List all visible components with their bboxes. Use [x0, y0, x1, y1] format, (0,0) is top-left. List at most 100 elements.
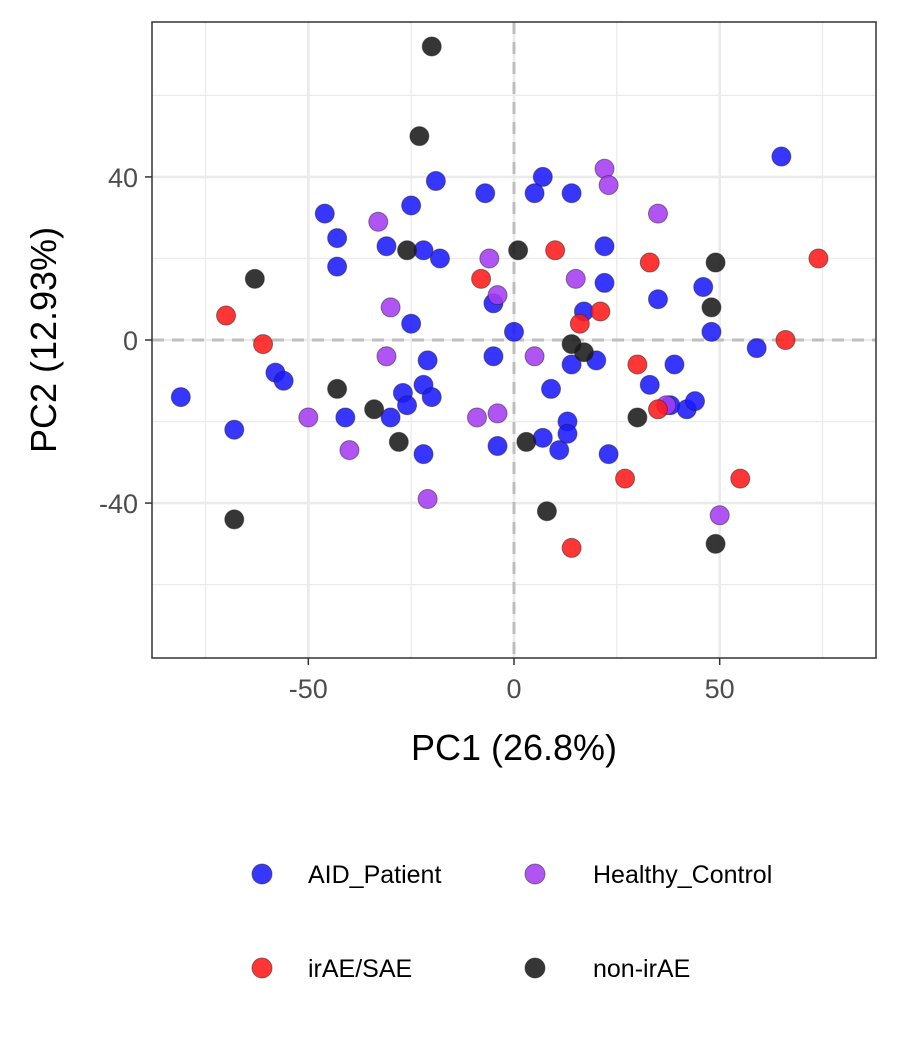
point-aid-patient	[401, 313, 422, 334]
point-non-irae	[421, 36, 442, 57]
point-healthy-control	[466, 407, 487, 428]
x-tick-label: -50	[289, 674, 328, 704]
point-healthy-control	[487, 403, 508, 424]
point-irae-sae	[775, 330, 796, 350]
y-tick-label: -40	[99, 489, 138, 519]
point-aid-patient	[598, 444, 619, 465]
point-healthy-control	[647, 203, 668, 224]
point-aid-patient	[273, 370, 294, 391]
point-aid-patient	[693, 277, 714, 297]
point-irae-sae	[545, 240, 566, 261]
point-non-irae	[705, 252, 726, 273]
point-non-irae	[508, 240, 529, 261]
axes: -50 0 50 -40 0 40	[99, 163, 735, 704]
point-aid-patient	[549, 440, 570, 461]
point-aid-patient	[701, 321, 722, 342]
y-axis-title: PC2 (12.93%)	[23, 227, 64, 453]
point-non-irae	[409, 126, 430, 147]
point-non-irae	[701, 297, 722, 318]
point-healthy-control	[339, 440, 360, 461]
point-aid-patient	[746, 338, 767, 359]
point-irae-sae	[253, 334, 274, 355]
legend-label: irAE/SAE	[308, 955, 412, 983]
point-aid-patient	[335, 407, 356, 428]
point-aid-patient	[417, 350, 438, 371]
point-irae-sae	[627, 354, 648, 375]
point-aid-patient	[504, 321, 524, 342]
point-aid-patient	[487, 436, 508, 456]
point-aid-patient	[483, 346, 504, 367]
point-aid-patient	[561, 354, 582, 375]
point-healthy-control	[524, 346, 545, 367]
point-irae-sae	[808, 248, 829, 269]
point-healthy-control	[598, 175, 619, 196]
point-aid-patient	[376, 236, 397, 257]
point-healthy-control	[376, 346, 397, 367]
legend-key	[251, 863, 273, 885]
point-irae-sae	[569, 313, 590, 334]
point-aid-patient	[429, 248, 450, 269]
point-aid-patient	[380, 407, 401, 428]
point-irae-sae	[216, 305, 237, 326]
point-non-irae	[327, 378, 348, 399]
legend-key	[524, 957, 546, 979]
point-healthy-control	[565, 268, 586, 289]
point-aid-patient	[561, 183, 582, 204]
point-non-irae	[516, 431, 537, 452]
point-aid-patient	[170, 387, 191, 408]
legend-label: Healthy_Control	[593, 861, 772, 889]
point-healthy-control	[487, 285, 508, 306]
point-healthy-control	[479, 248, 500, 269]
point-aid-patient	[524, 183, 545, 204]
point-aid-patient	[594, 272, 615, 293]
point-aid-patient	[685, 391, 705, 412]
x-tick-label: 0	[506, 674, 521, 704]
point-aid-patient	[594, 236, 615, 257]
point-healthy-control	[298, 407, 319, 428]
point-non-irae	[388, 431, 409, 452]
point-aid-patient	[557, 423, 578, 444]
point-non-irae	[397, 240, 418, 261]
point-irae-sae	[730, 468, 751, 489]
point-aid-patient	[639, 374, 660, 395]
legend-key	[251, 957, 273, 979]
point-irae-sae	[639, 252, 660, 273]
point-aid-patient	[664, 354, 685, 375]
y-tick-label: 40	[108, 163, 138, 193]
legend-label: non-irAE	[593, 955, 690, 983]
point-non-irae	[224, 509, 245, 530]
point-aid-patient	[647, 289, 668, 310]
point-aid-patient	[475, 183, 496, 204]
point-healthy-control	[709, 505, 730, 526]
y-tick-label: 0	[123, 326, 138, 356]
point-aid-patient	[314, 203, 335, 224]
point-aid-patient	[327, 256, 348, 277]
point-irae-sae	[647, 399, 668, 420]
point-aid-patient	[532, 166, 553, 187]
point-healthy-control	[368, 211, 389, 232]
point-non-irae	[536, 501, 557, 522]
point-aid-patient	[413, 444, 434, 465]
point-non-irae	[627, 407, 648, 428]
x-axis-title: PC1 (26.8%)	[411, 727, 617, 768]
point-aid-patient	[397, 395, 418, 416]
point-irae-sae	[590, 301, 611, 322]
point-irae-sae	[561, 537, 582, 558]
point-aid-patient	[224, 419, 245, 440]
point-healthy-control	[417, 489, 438, 509]
point-aid-patient	[771, 146, 792, 167]
point-healthy-control	[380, 297, 401, 318]
point-irae-sae	[471, 268, 492, 289]
data-points	[170, 36, 829, 558]
legend-key	[524, 863, 546, 885]
point-non-irae	[705, 533, 726, 554]
point-non-irae	[573, 342, 594, 363]
legend: AID_Patient Healthy_Control irAE/SAE non-ir…	[251, 861, 772, 983]
legend-label: AID_Patient	[308, 861, 441, 889]
point-aid-patient	[327, 228, 348, 249]
point-non-irae	[364, 399, 385, 420]
point-non-irae	[244, 268, 265, 289]
point-aid-patient	[541, 378, 562, 399]
point-aid-patient	[425, 171, 446, 191]
